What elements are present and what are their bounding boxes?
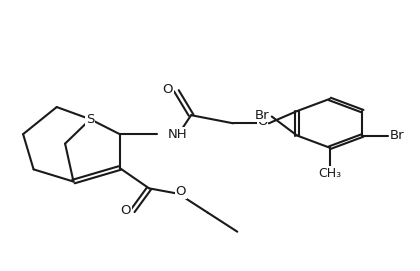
Text: O: O — [121, 204, 131, 217]
Text: O: O — [176, 185, 186, 198]
Text: O: O — [163, 83, 173, 96]
Text: O: O — [257, 115, 268, 128]
Text: S: S — [86, 113, 94, 126]
Text: Br: Br — [390, 129, 404, 142]
Text: CH₃: CH₃ — [318, 167, 341, 180]
Text: NH: NH — [168, 128, 188, 141]
Text: Br: Br — [255, 109, 270, 122]
